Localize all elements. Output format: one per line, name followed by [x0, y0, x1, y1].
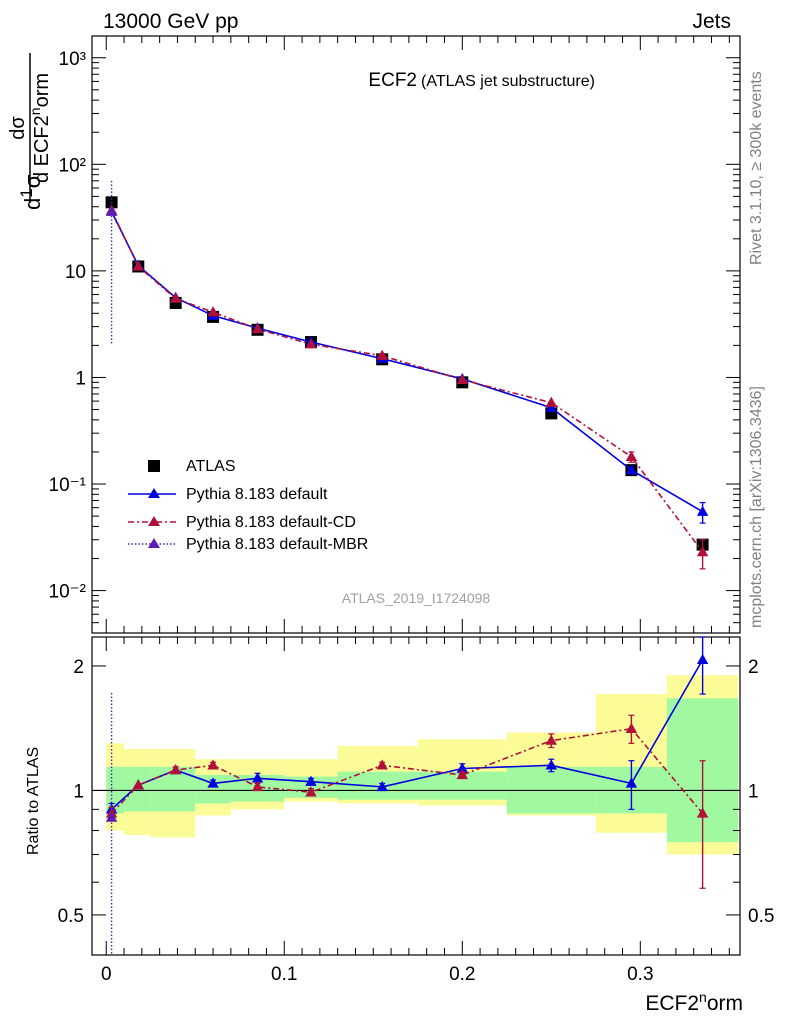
point-default — [696, 505, 709, 516]
y-tick-label-main: 1 — [75, 368, 86, 389]
ratio-plot-frame — [91, 636, 741, 956]
point-default — [625, 464, 638, 475]
main-y-axis-title: d1σ dσ d ECF2norm — [7, 53, 53, 210]
svg-text:d ECF2norm: d ECF2norm — [27, 73, 53, 183]
y-tick-label-ratio-right: 1 — [748, 781, 759, 802]
analysis-id: ATLAS_2019_I1724098 — [342, 590, 491, 606]
y-tick-label-main: 10 — [65, 262, 86, 283]
point-cd — [696, 807, 709, 818]
plot-subtitle: (ATLAS jet substructure) — [421, 73, 595, 90]
legend-entry-cd: Pythia 8.183 default-CD — [128, 514, 356, 531]
legend-entry-default: Pythia 8.183 default — [128, 486, 328, 503]
plot-title: ECF2 — [368, 70, 417, 91]
point-cd — [169, 764, 182, 775]
point-cd — [696, 546, 709, 557]
point-default — [305, 775, 317, 786]
jets-label: Jets — [692, 10, 731, 33]
y-tick-label-main: 10³ — [59, 49, 86, 70]
main-plot-frame — [91, 35, 741, 634]
point-cd — [456, 768, 468, 780]
point-cd — [376, 349, 388, 360]
point-cd — [132, 260, 144, 271]
point-cd — [305, 338, 317, 349]
point-cd — [251, 780, 264, 792]
legend-entry-mbr: Pythia 8.183 default-MBR — [128, 536, 368, 553]
y-tick-label-ratio: 2 — [73, 657, 84, 678]
point-cd — [625, 722, 638, 733]
y-tick-label-ratio: 0.5 — [58, 906, 84, 927]
point-default — [207, 777, 219, 788]
mcplots-label: mcplots.cern.ch [arXiv:1306.3436] — [748, 386, 765, 628]
point-cd — [207, 306, 219, 317]
energy-label: 13000 GeV pp — [103, 10, 238, 33]
ratio-band-inner — [337, 771, 418, 800]
svg-text:ATLAS: ATLAS — [186, 458, 236, 475]
point-default — [251, 772, 264, 783]
y-tick-label-main: 10⁻² — [49, 582, 87, 603]
x-tick-label: 0.2 — [449, 964, 475, 985]
legend-entry-atlas: ATLAS — [148, 458, 236, 475]
svg-text:Pythia 8.183 default-MBR: Pythia 8.183 default-MBR — [186, 536, 368, 553]
rivet-version-label: Rivet 3.1.10, ≥ 300k events — [748, 71, 765, 265]
point-cd — [545, 396, 557, 407]
point-default — [545, 759, 557, 770]
point-mbr — [105, 811, 118, 822]
svg-text:Pythia 8.183 default-CD: Pythia 8.183 default-CD — [186, 514, 356, 531]
point-cd — [169, 292, 182, 303]
ratio-y-axis-title: Ratio to ATLAS — [25, 747, 42, 855]
point-cd — [251, 322, 264, 334]
svg-text:Pythia 8.183 default: Pythia 8.183 default — [186, 486, 328, 503]
x-axis-title: ECF2norm — [645, 989, 743, 1015]
x-tick-label: 0 — [101, 964, 112, 985]
point-cd — [132, 779, 144, 790]
point-cd — [545, 734, 557, 745]
point-cd — [456, 373, 468, 385]
y-tick-label-ratio-right: 2 — [748, 657, 759, 678]
svg-text:d1σ: d1σ — [17, 174, 45, 210]
y-tick-label-ratio-right: 0.5 — [748, 906, 774, 927]
point-default — [456, 762, 468, 773]
point-cd — [376, 759, 388, 770]
point-cd — [207, 759, 219, 770]
point-cd — [305, 786, 317, 797]
point-default — [376, 780, 388, 792]
x-tick-label: 0.1 — [271, 964, 297, 985]
x-tick-label: 0.3 — [627, 964, 653, 985]
point-default — [696, 653, 709, 664]
svg-text:dσ: dσ — [7, 116, 29, 140]
y-tick-label-main: 10⁻¹ — [49, 475, 87, 496]
point-cd — [625, 450, 638, 462]
y-tick-label-main: 10² — [59, 155, 86, 176]
point-mbr — [105, 205, 118, 216]
legend: ATLAS Pythia 8.183 default Pythia 8.183 … — [128, 458, 368, 553]
y-tick-label-ratio: 1 — [73, 781, 84, 802]
point-default — [625, 777, 638, 788]
